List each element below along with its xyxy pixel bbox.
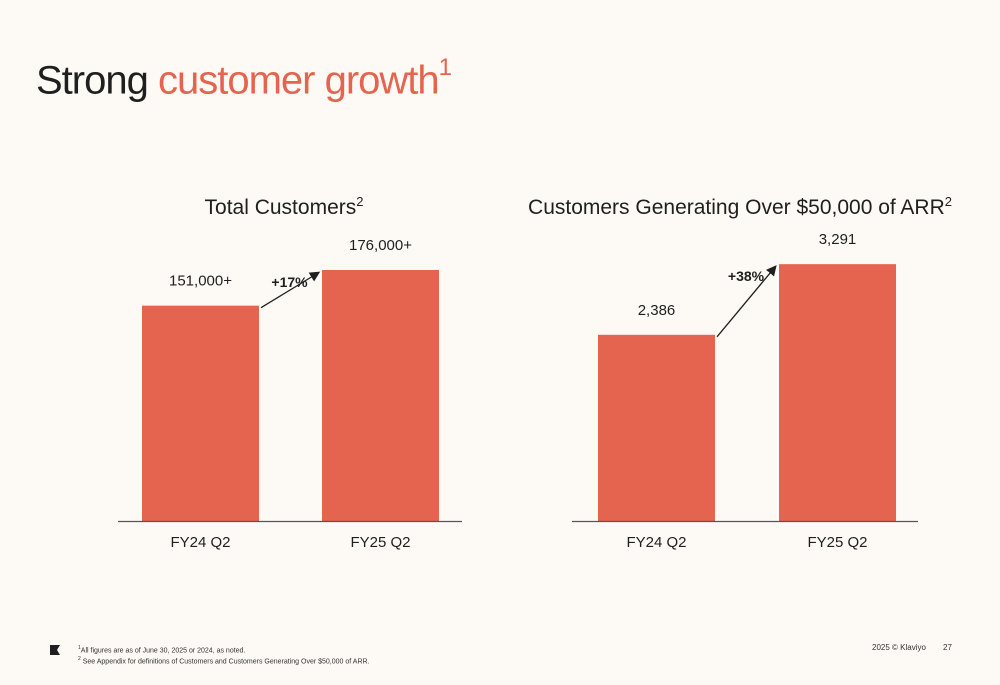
title-main: Strong bbox=[36, 58, 149, 103]
chart-title-text: Customers Generating Over $50,000 of ARR bbox=[528, 196, 945, 219]
bar-fy24-q2 bbox=[598, 334, 715, 521]
klaviyo-flag-icon bbox=[50, 645, 60, 655]
footnotes: 1All figures are as of June 30, 2025 or … bbox=[78, 644, 370, 667]
data-label: 2,386 bbox=[638, 302, 676, 319]
x-tick-label: FY25 Q2 bbox=[350, 534, 410, 551]
chart-title-arr-customers: Customers Generating Over $50,000 of ARR… bbox=[528, 194, 952, 220]
data-label: 176,000+ bbox=[349, 237, 412, 254]
copyright: 2025 © Klaviyo bbox=[872, 643, 926, 652]
x-tick-label: FY24 Q2 bbox=[170, 534, 230, 551]
chart-title-text: Total Customers bbox=[204, 196, 357, 219]
data-label: 151,000+ bbox=[169, 273, 232, 290]
x-tick-label: FY24 Q2 bbox=[626, 534, 686, 551]
title-footnote-mark: 1 bbox=[438, 54, 452, 81]
title-accent: customer growth bbox=[157, 58, 440, 103]
growth-label: +17% bbox=[271, 274, 308, 290]
bar-fy25-q2 bbox=[322, 270, 439, 521]
growth-label: +38% bbox=[728, 268, 765, 284]
footnote-1: 1All figures are as of June 30, 2025 or … bbox=[78, 645, 246, 655]
page-number: 27 bbox=[943, 643, 952, 652]
growth-arrow bbox=[260, 271, 321, 309]
chart-title-footnote-mark: 2 bbox=[944, 194, 952, 209]
page-title: Strong customer growth1 bbox=[36, 48, 452, 104]
bar-fy24-q2 bbox=[142, 305, 259, 521]
chart-title-total-customers: Total Customers2 bbox=[205, 194, 364, 220]
bar-fy25-q2 bbox=[779, 264, 896, 521]
x-tick-label: FY25 Q2 bbox=[807, 534, 867, 551]
data-label: 3,291 bbox=[819, 231, 857, 248]
growth-arrow bbox=[716, 265, 777, 338]
chart-title-footnote-mark: 2 bbox=[356, 194, 364, 209]
footnote-2: 2 See Appendix for definitions of Custom… bbox=[78, 656, 370, 666]
